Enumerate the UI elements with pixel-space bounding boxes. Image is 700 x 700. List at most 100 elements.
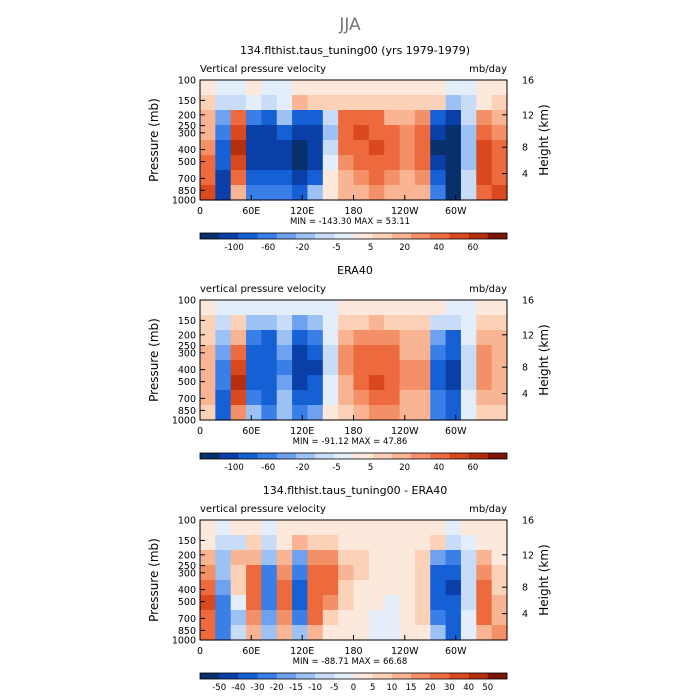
colorbar-label: -60: [261, 243, 275, 253]
colorbar-swatch: [200, 673, 220, 679]
heatmap-cell: [445, 565, 462, 581]
heatmap-cell: [230, 405, 247, 421]
heatmap-cell: [215, 405, 232, 421]
y-tick-label: 700: [178, 394, 196, 405]
heatmap-cell: [368, 550, 385, 566]
heatmap-cell: [338, 625, 355, 641]
x-tick-label: 60W: [445, 426, 467, 437]
panel-units-label: mb/day: [469, 64, 507, 75]
heatmap-cell: [307, 330, 324, 346]
heatmap-cell: [430, 330, 447, 346]
y-tick-label: 850: [178, 626, 196, 637]
heatmap-cell: [445, 405, 462, 421]
colorbar-swatch: [430, 233, 450, 239]
heatmap-cell: [353, 330, 370, 346]
heatmap-cell: [460, 155, 477, 171]
heatmap-cell: [353, 405, 370, 421]
heatmap-cell: [246, 390, 262, 406]
heatmap-cell: [491, 315, 508, 331]
heatmap-cell: [200, 185, 216, 201]
heatmap-cell: [338, 170, 355, 186]
heatmap-cell: [445, 300, 462, 316]
heatmap-cell: [261, 595, 278, 611]
heatmap-cell: [399, 520, 416, 536]
y-right-tick-label: 4: [522, 609, 528, 620]
colorbar-swatch: [295, 673, 316, 679]
heatmap-cell: [322, 80, 339, 96]
heatmap-cell: [200, 625, 216, 641]
heatmap-cell: [353, 535, 370, 551]
y-tick-label: 100: [178, 76, 196, 87]
heatmap-cell: [384, 125, 401, 141]
heatmap-cell: [200, 80, 216, 96]
heatmap-cell: [292, 140, 309, 156]
heatmap-cell: [338, 390, 355, 406]
heatmap-cell: [200, 300, 216, 316]
heatmap-cell: [445, 170, 462, 186]
heatmap-cell: [261, 170, 278, 186]
colorbar-swatch: [219, 233, 239, 239]
colorbar-label: 50: [482, 683, 493, 693]
heatmap-cell: [322, 535, 339, 551]
heatmap-cell: [307, 360, 324, 376]
heatmap-cell: [246, 360, 262, 376]
heatmap-cell: [430, 360, 447, 376]
heatmap-cell: [399, 375, 416, 391]
heatmap-cell: [230, 520, 247, 536]
heatmap-cell: [430, 565, 447, 581]
heatmap-cell: [491, 360, 508, 376]
heatmap-cell: [322, 300, 339, 316]
heatmap-cell: [445, 185, 462, 201]
heatmap-cell: [246, 170, 262, 186]
heatmap-cell: [353, 125, 370, 141]
heatmap-cell: [261, 80, 278, 96]
heatmap-cell: [353, 580, 370, 596]
heatmap-cell: [200, 550, 216, 566]
heatmap-cell: [368, 300, 385, 316]
heatmap-cell: [384, 520, 401, 536]
x-tick-label: 0: [197, 206, 203, 217]
heatmap-cell: [414, 80, 431, 96]
y-right-tick-label: 16: [522, 516, 534, 527]
heatmap-cell: [338, 80, 355, 96]
heatmap-cells: [200, 300, 508, 421]
heatmap-cell: [353, 595, 370, 611]
colorbar-swatch: [219, 673, 239, 679]
panel-2: ERA40 vertical pressure velocity mb/day 100…: [147, 264, 551, 473]
colorbar: -100 -60 -20 -5 5 20 40 60: [199, 452, 508, 473]
heatmap-cell: [292, 610, 309, 626]
colorbar-swatch: [334, 233, 354, 239]
heatmap-cell: [414, 185, 431, 201]
heatmap-cell: [200, 610, 216, 626]
heatmap-cell: [460, 95, 477, 111]
heatmap-cell: [460, 345, 477, 361]
heatmap-cell: [230, 110, 247, 126]
heatmap-cell: [491, 625, 508, 641]
heatmap-cell: [414, 580, 431, 596]
heatmap-cell: [338, 155, 355, 171]
heatmap-cell: [307, 550, 324, 566]
heatmap-cell: [322, 360, 339, 376]
colorbar-swatch: [219, 453, 239, 459]
y-right-tick-label: 4: [522, 389, 528, 400]
heatmap-cell: [460, 360, 477, 376]
colorbar-label: -20: [295, 243, 309, 253]
heatmap-cell: [476, 550, 493, 566]
y-tick-label: 200: [178, 550, 196, 561]
y-right-tick-label: 8: [522, 583, 528, 594]
heatmap-cell: [384, 610, 401, 626]
heatmap-cell: [246, 550, 262, 566]
heatmap-cell: [430, 80, 447, 96]
colorbar-label: -5: [332, 243, 340, 253]
colorbar-label: -40: [231, 683, 245, 693]
heatmap-cell: [292, 185, 309, 201]
heatmap-cell: [399, 300, 416, 316]
y-right-tick-label: 8: [522, 143, 528, 154]
heatmap-cell: [230, 610, 247, 626]
y-tick-label: 500: [178, 377, 196, 388]
heatmap-cell: [292, 390, 309, 406]
heatmap-cell: [200, 580, 216, 596]
heatmap-cell: [215, 610, 232, 626]
heatmap-cell: [491, 405, 508, 421]
heatmap-cell: [460, 80, 477, 96]
